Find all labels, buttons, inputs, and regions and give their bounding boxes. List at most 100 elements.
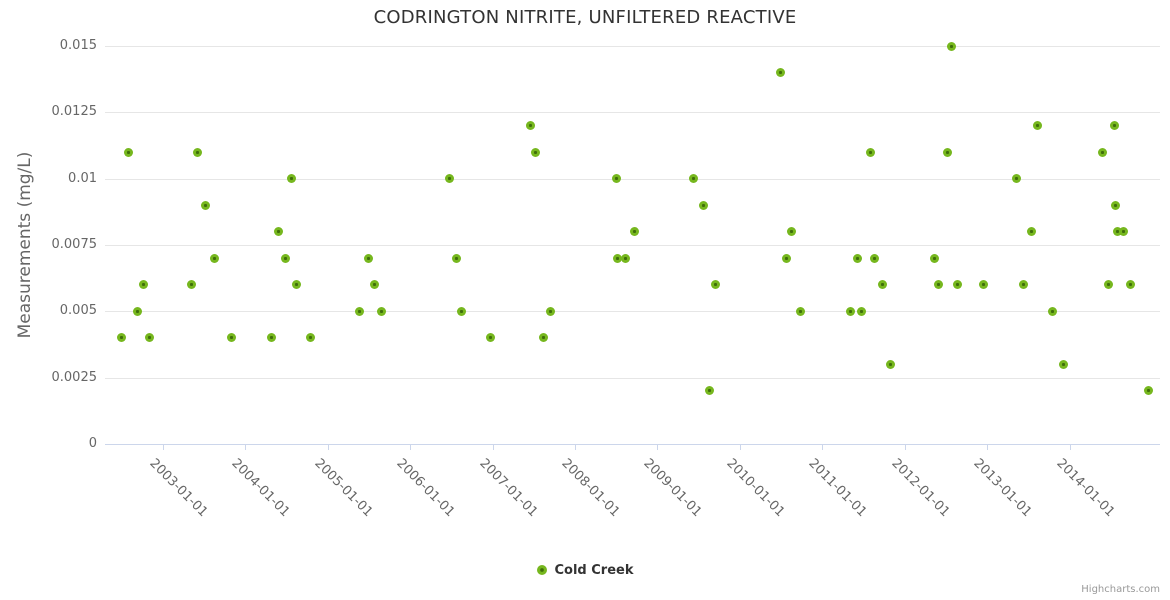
data-point[interactable] [266, 333, 276, 343]
y-axis-tick-label: 0.015 [59, 38, 97, 53]
data-point[interactable] [776, 68, 786, 78]
data-point[interactable] [929, 253, 939, 263]
data-point[interactable] [857, 306, 867, 316]
y-grid-line [105, 377, 1160, 379]
x-axis-tick-label: 2005-01-01 [310, 456, 376, 521]
x-axis-tick [492, 444, 494, 450]
data-point[interactable] [369, 280, 379, 290]
legend-series-label: Cold Creek [554, 562, 634, 578]
data-point[interactable] [286, 174, 296, 184]
data-point[interactable] [853, 253, 863, 263]
data-point[interactable] [486, 333, 496, 343]
data-point[interactable] [292, 280, 302, 290]
data-point[interactable] [1097, 147, 1107, 157]
data-point[interactable] [452, 253, 462, 263]
y-grid-line [105, 46, 1160, 47]
x-axis-tick-label: 2009-01-01 [640, 456, 705, 521]
data-point[interactable] [280, 253, 290, 263]
data-point[interactable] [1103, 280, 1113, 290]
data-point[interactable] [200, 200, 210, 210]
y-axis-tick-label: 0.0075 [51, 237, 98, 252]
data-point[interactable] [698, 200, 708, 210]
data-point[interactable] [457, 306, 467, 316]
data-point[interactable] [689, 174, 699, 184]
data-point[interactable] [133, 306, 143, 316]
data-point[interactable] [227, 333, 237, 343]
data-point[interactable] [1059, 359, 1069, 369]
x-axis-tick [1069, 444, 1071, 450]
y-axis-tick-label: 0.005 [59, 303, 97, 319]
y-axis-tick-label: 0 [88, 436, 97, 451]
data-point[interactable] [866, 147, 876, 157]
data-point[interactable] [933, 280, 943, 290]
x-axis-tick [904, 444, 906, 450]
data-point[interactable] [1109, 121, 1119, 131]
y-axis-tick-label: 0.01 [68, 170, 97, 186]
data-point[interactable] [1047, 306, 1057, 316]
x-axis-tick-label: 2010-01-01 [723, 456, 788, 521]
data-point[interactable] [306, 333, 316, 343]
x-axis-tick-label: 2011-01-01 [805, 456, 870, 521]
data-point[interactable] [1125, 280, 1135, 290]
data-point[interactable] [124, 147, 134, 157]
data-point[interactable] [144, 333, 154, 343]
x-axis-tick [822, 444, 824, 450]
y-grid-line [105, 245, 1160, 246]
data-point[interactable] [942, 147, 952, 157]
y-axis-tick-label: 0.0125 [51, 104, 98, 120]
x-axis-tick-label: 2007-01-01 [475, 456, 540, 521]
data-point[interactable] [354, 306, 364, 316]
data-point[interactable] [612, 174, 622, 184]
data-point[interactable] [877, 280, 887, 290]
x-axis-tick-label: 2003-01-01 [146, 456, 211, 521]
data-point[interactable] [192, 147, 202, 157]
data-point[interactable] [1113, 227, 1123, 237]
highcharts-credit-link[interactable]: Highcharts.com [1081, 584, 1160, 595]
data-point[interactable] [1110, 200, 1120, 210]
data-point[interactable] [538, 333, 548, 343]
data-point[interactable] [630, 227, 640, 237]
x-axis-tick [574, 444, 576, 450]
data-point[interactable] [364, 253, 374, 263]
data-point[interactable] [1032, 121, 1042, 131]
data-point[interactable] [710, 280, 720, 290]
data-point[interactable] [613, 253, 623, 263]
data-point[interactable] [1012, 174, 1022, 184]
x-axis-tick-label: 2006-01-01 [393, 456, 458, 521]
data-point[interactable] [377, 306, 387, 316]
data-point[interactable] [886, 359, 896, 369]
x-axis-tick-label: 2004-01-01 [228, 456, 293, 521]
data-point[interactable] [796, 306, 806, 316]
x-axis-tick [410, 444, 412, 450]
data-point[interactable] [845, 306, 855, 316]
data-point[interactable] [979, 280, 989, 290]
data-point[interactable] [870, 253, 880, 263]
data-point[interactable] [952, 280, 962, 290]
data-point[interactable] [947, 41, 956, 51]
data-point[interactable] [782, 253, 792, 263]
data-point[interactable] [209, 253, 219, 263]
x-axis-tick [327, 444, 329, 450]
data-point[interactable] [621, 253, 631, 263]
data-point[interactable] [525, 121, 535, 131]
data-point[interactable] [1018, 280, 1028, 290]
data-point[interactable] [138, 280, 148, 290]
data-point[interactable] [116, 333, 126, 343]
data-point[interactable] [530, 147, 540, 157]
data-point[interactable] [274, 227, 284, 237]
chart-title: CODRINGTON NITRITE, UNFILTERED REACTIVE [373, 7, 797, 28]
x-axis-tick [245, 444, 247, 450]
x-axis-tick-label: 2012-01-01 [888, 456, 953, 521]
data-point[interactable] [186, 280, 196, 290]
data-point[interactable] [1026, 227, 1036, 237]
data-point[interactable] [546, 306, 556, 316]
data-point[interactable] [704, 386, 714, 396]
data-point[interactable] [444, 174, 454, 184]
y-grid-line [105, 311, 1160, 313]
legend-item-cold-creek[interactable]: Cold Creek [0, 561, 1170, 579]
x-axis-tick [657, 444, 659, 450]
data-point[interactable] [1143, 386, 1153, 396]
x-axis-tick [162, 444, 164, 450]
data-point[interactable] [1119, 227, 1129, 237]
data-point[interactable] [787, 227, 797, 237]
